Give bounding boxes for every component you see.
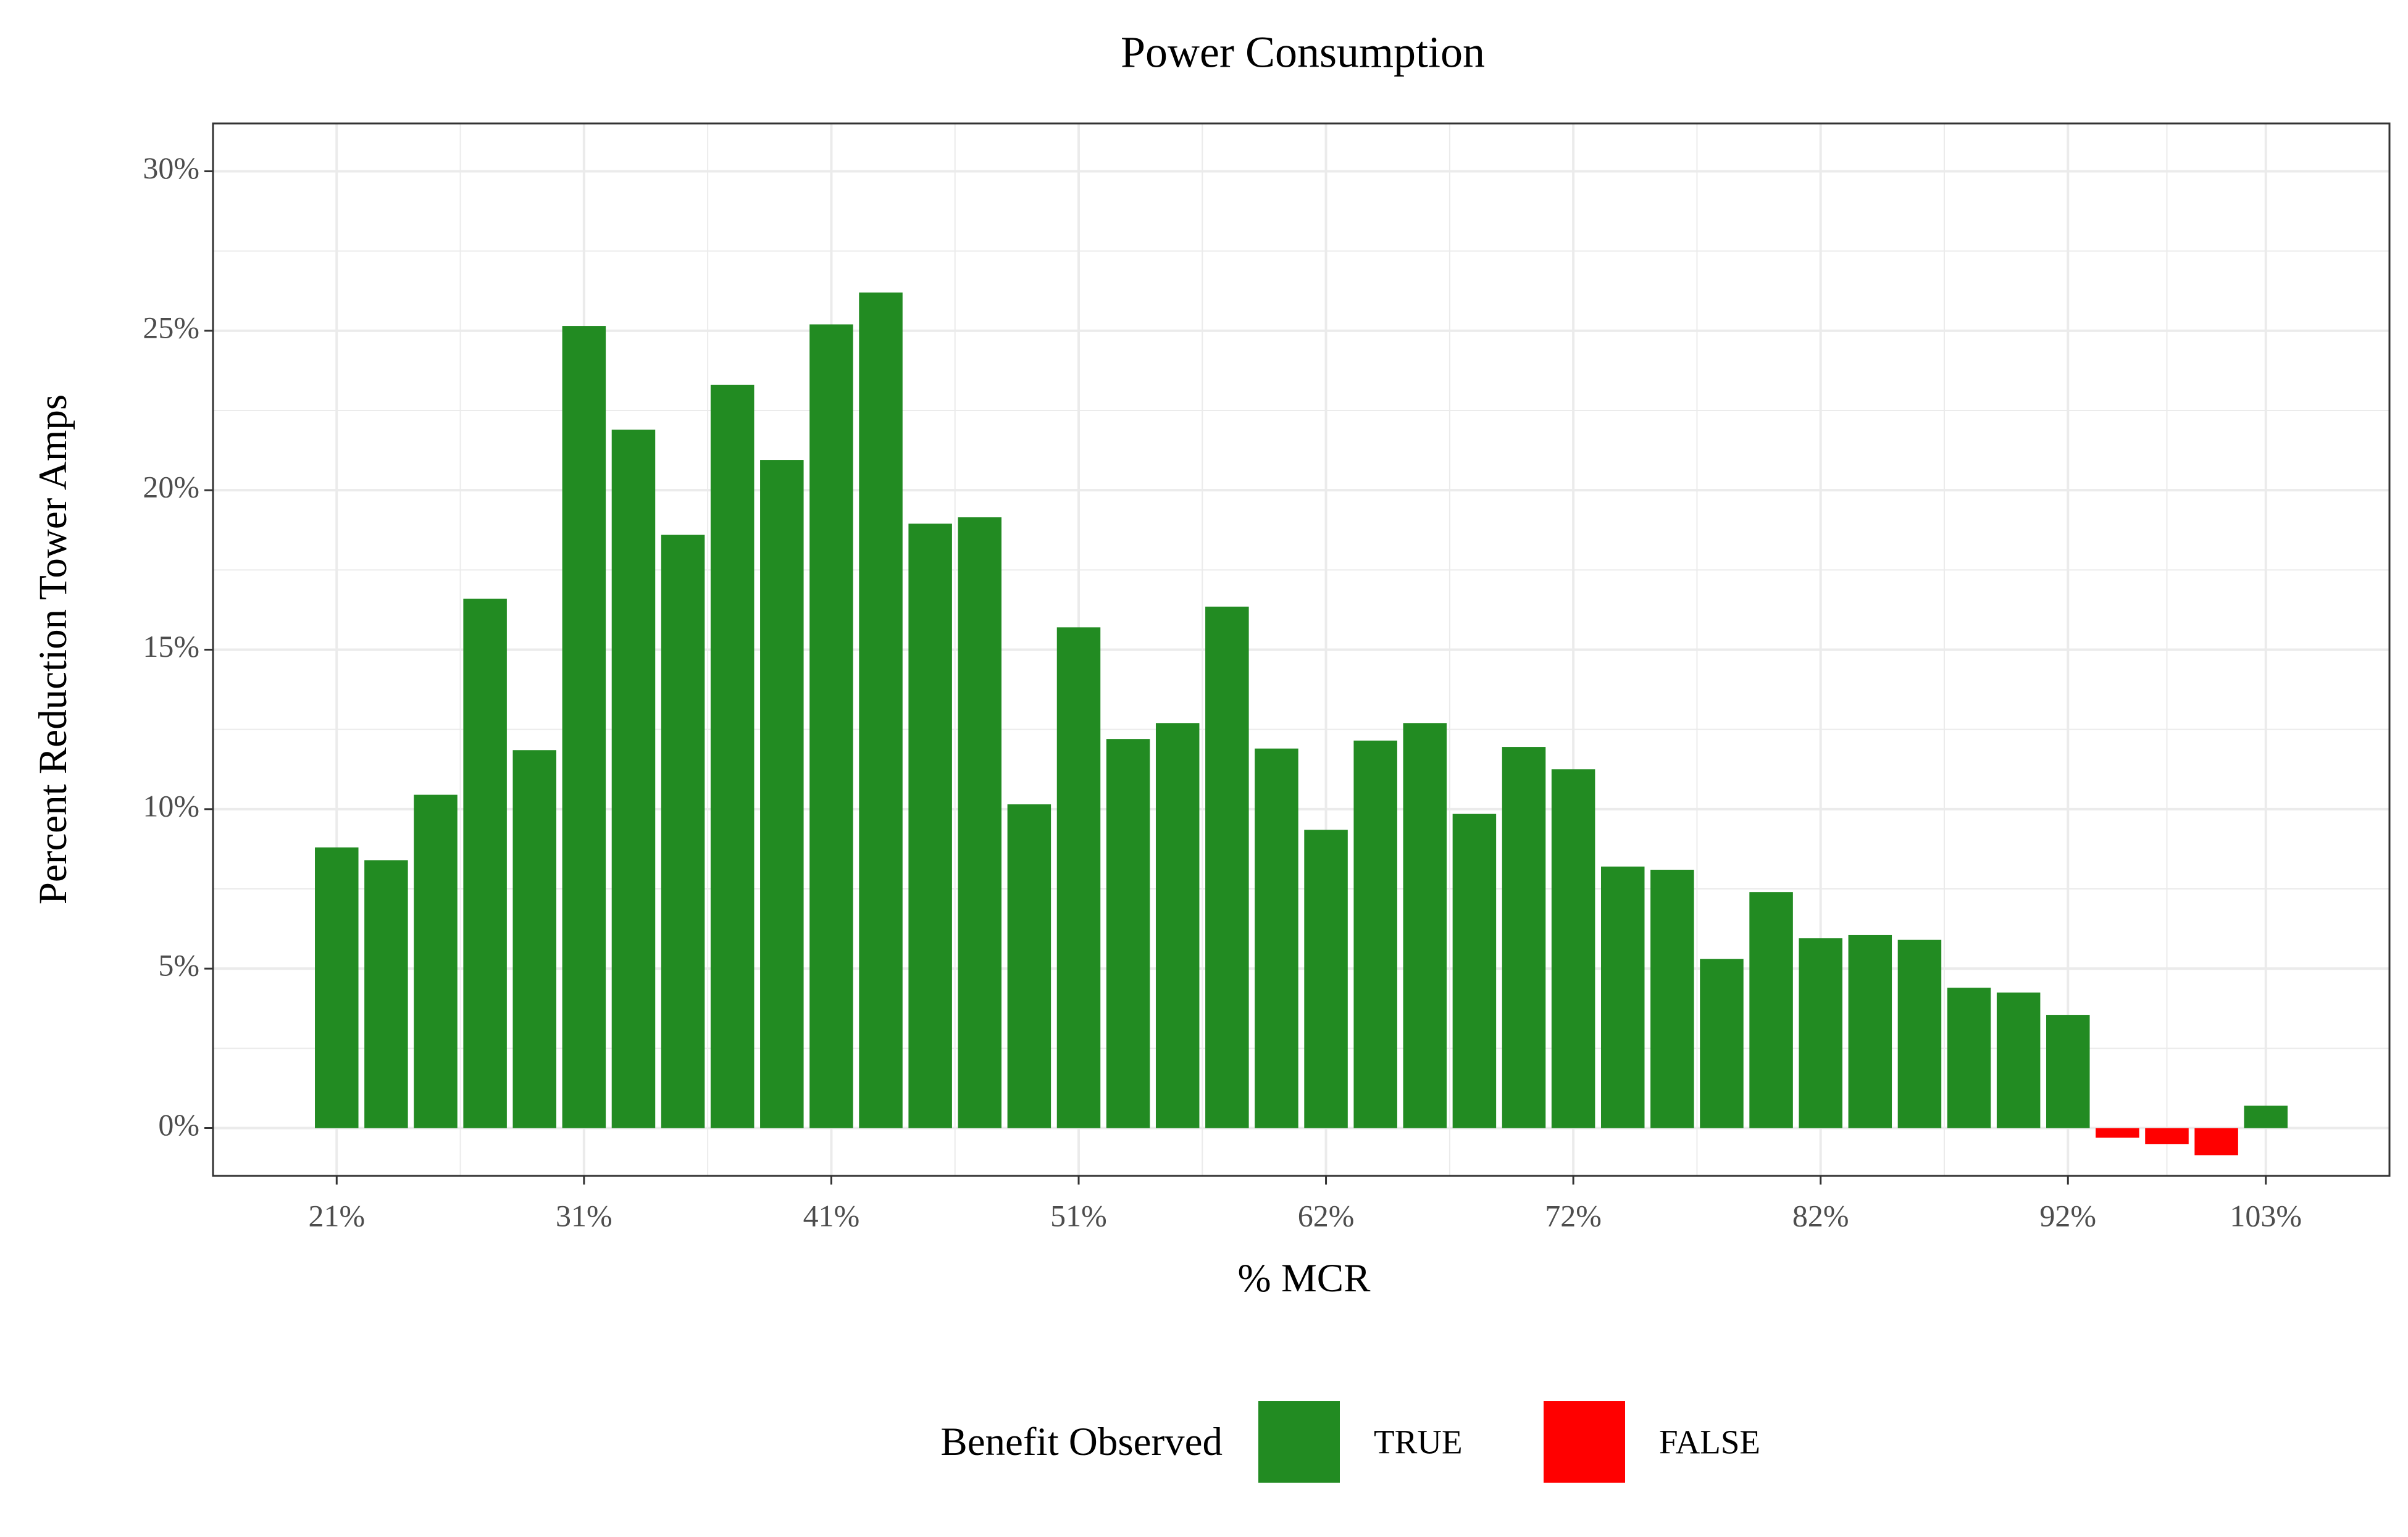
bar — [611, 430, 656, 1128]
y-axis-label: Percent Reduction Tower Amps — [31, 394, 75, 904]
x-tick-label: 21% — [308, 1198, 365, 1233]
y-tick-label: 0% — [158, 1107, 199, 1142]
bar — [1502, 747, 1546, 1128]
chart-title: Power Consumption — [1121, 28, 1485, 77]
y-tick-label: 10% — [143, 788, 199, 823]
bar — [1799, 938, 1842, 1128]
x-tick-label: 82% — [1792, 1198, 1849, 1233]
bar — [2244, 1106, 2288, 1128]
bar — [1848, 935, 1892, 1128]
y-tick-label: 30% — [143, 151, 199, 185]
bar — [562, 326, 606, 1128]
y-tick-label: 20% — [143, 470, 199, 504]
x-tick-label: 103% — [2230, 1198, 2302, 1233]
legend-key — [1544, 1401, 1625, 1483]
legend-title: Benefit Observed — [940, 1420, 1223, 1464]
bar — [1255, 748, 1298, 1128]
bar — [710, 385, 755, 1128]
bar — [1007, 804, 1051, 1128]
bar — [1304, 830, 1348, 1128]
x-tick-label: 41% — [803, 1198, 860, 1233]
bar — [1600, 866, 1645, 1128]
bar — [1551, 769, 1595, 1128]
x-tick-label: 31% — [556, 1198, 612, 1233]
bar — [1452, 814, 1497, 1128]
bar — [2194, 1128, 2238, 1156]
bar — [2046, 1015, 2090, 1128]
bar — [364, 860, 408, 1128]
x-axis-label: % MCR — [1238, 1256, 1371, 1301]
bar — [1700, 959, 1744, 1128]
x-tick-label: 51% — [1050, 1198, 1107, 1233]
legend-label: FALSE — [1659, 1423, 1760, 1461]
bar — [1996, 992, 2041, 1128]
bar — [809, 324, 853, 1128]
plot-border — [212, 122, 2391, 1177]
bar — [414, 794, 458, 1128]
bar — [1403, 723, 1447, 1128]
bar — [1106, 739, 1150, 1128]
x-tick-label: 92% — [2039, 1198, 2096, 1233]
bar — [315, 847, 359, 1128]
y-tick-label: 5% — [158, 948, 199, 983]
bar — [1947, 988, 1991, 1128]
bar — [2145, 1128, 2189, 1144]
bar — [1155, 723, 1200, 1128]
bar — [2096, 1128, 2139, 1138]
bar — [661, 535, 705, 1128]
y-tick-label: 15% — [143, 629, 199, 664]
bar — [512, 750, 556, 1128]
legend-key — [1258, 1401, 1340, 1483]
bar — [1353, 740, 1397, 1128]
x-tick-label: 62% — [1298, 1198, 1355, 1233]
bar — [1056, 627, 1101, 1128]
bar — [908, 523, 952, 1128]
bar — [958, 517, 1002, 1128]
bar — [1749, 892, 1793, 1128]
y-tick-label: 25% — [143, 310, 199, 344]
bar — [1897, 939, 1942, 1128]
bar — [859, 292, 903, 1128]
bar — [1650, 870, 1694, 1128]
bar — [463, 598, 507, 1128]
bar — [760, 460, 804, 1128]
x-tick-label: 72% — [1545, 1198, 1602, 1233]
bar — [1205, 606, 1249, 1128]
legend-label: TRUE — [1374, 1423, 1463, 1461]
